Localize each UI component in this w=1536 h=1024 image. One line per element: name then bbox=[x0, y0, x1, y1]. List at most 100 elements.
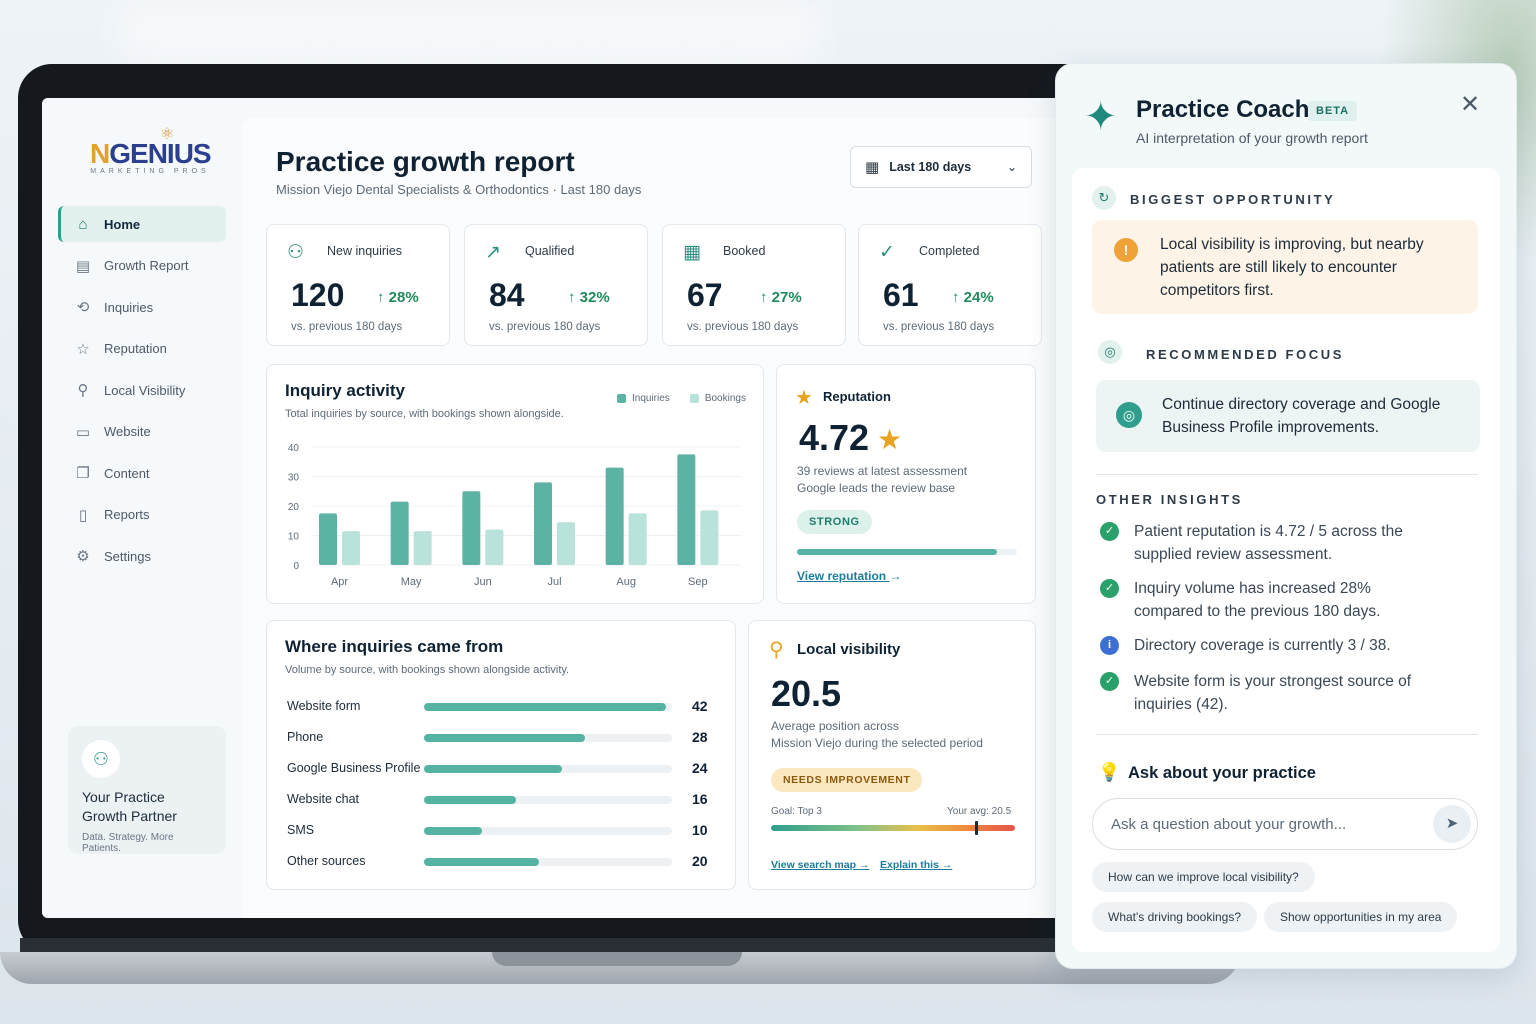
content-icon: ❐ bbox=[76, 465, 90, 482]
source-row[interactable]: Website form 42 bbox=[287, 697, 717, 717]
source-label: Other sources bbox=[287, 854, 366, 868]
bar-bookings-sep[interactable] bbox=[700, 510, 719, 565]
source-value: 24 bbox=[692, 760, 708, 776]
y-tick-label: 0 bbox=[293, 561, 299, 572]
date-range-select[interactable]: ▦ Last 180 days ⌄ bbox=[850, 146, 1032, 188]
sidebar-item-local-visibility[interactable]: ⚲ Local Visibility bbox=[58, 372, 226, 408]
view-search-map-link[interactable]: View search map → bbox=[771, 859, 870, 871]
reputation-card: ★ Reputation 4.72 ★ 39 reviews at latest… bbox=[776, 364, 1036, 604]
source-value: 20 bbox=[692, 853, 708, 869]
partner-card: ⚇ Your Practice Growth Partner Data. Str… bbox=[68, 726, 226, 854]
inquiry-bar-chart: 0 10 20 30 40 Apr May Jun Jul Aug Sep bbox=[288, 443, 741, 588]
ask-question-input[interactable] bbox=[1111, 813, 1411, 835]
kpi-card-qualified[interactable]: ↗ Qualified 84 ↑ 32% vs. previous 180 days bbox=[464, 224, 648, 346]
target-icon: ◎ bbox=[1098, 340, 1122, 364]
source-bar-track bbox=[424, 734, 672, 742]
source-label: Phone bbox=[287, 730, 324, 744]
bar-bookings-jun[interactable] bbox=[485, 529, 504, 565]
source-label: SMS bbox=[287, 823, 315, 837]
bar-inquiries-jul[interactable] bbox=[534, 482, 552, 565]
sidebar-item-home[interactable]: ⌂ Home bbox=[58, 206, 226, 242]
x-tick-label: Apr bbox=[331, 576, 348, 588]
kpi-card-completed[interactable]: ✓ Completed 61 ↑ 24% vs. previous 180 days bbox=[858, 224, 1042, 346]
bar-bookings-may[interactable] bbox=[413, 531, 432, 565]
sidebar-item-reputation[interactable]: ☆ Reputation bbox=[58, 331, 226, 367]
growth-chart-icon: ▤ bbox=[75, 257, 91, 275]
source-bar-track bbox=[424, 858, 672, 866]
legend-bookings: Bookings bbox=[704, 393, 746, 404]
kpi-comparison: vs. previous 180 days bbox=[687, 321, 799, 333]
bar-inquiries-apr[interactable] bbox=[319, 513, 337, 565]
kpi-comparison: vs. previous 180 days bbox=[883, 321, 995, 333]
source-label: Website chat bbox=[287, 792, 360, 806]
source-bar-fill bbox=[424, 734, 586, 742]
y-tick-label: 20 bbox=[288, 502, 300, 513]
send-icon[interactable]: ➤ bbox=[1433, 805, 1471, 843]
source-bar-fill bbox=[424, 858, 540, 866]
location-pin-icon: ⚲ bbox=[769, 639, 784, 661]
sidebar-item-growth-report[interactable]: ▤ Growth Report bbox=[58, 248, 226, 284]
source-row[interactable]: Website chat 16 bbox=[287, 790, 717, 810]
beta-badge: BETA bbox=[1308, 101, 1358, 121]
close-icon[interactable]: ✕ bbox=[1460, 91, 1481, 118]
sources-card: Where inquiries came from Volume by sour… bbox=[266, 620, 736, 890]
recommended-focus-text: Continue directory coverage and Google B… bbox=[1162, 396, 1441, 436]
sidebar-item-reports[interactable]: ▯ Reports bbox=[58, 497, 226, 533]
source-row[interactable]: SMS 10 bbox=[287, 821, 717, 841]
suggestion-chip[interactable]: What's driving bookings? bbox=[1092, 902, 1258, 932]
sidebar-item-website[interactable]: ▭ Website bbox=[58, 414, 226, 450]
average-label: Your avg: 20.5 bbox=[947, 806, 1012, 817]
users-icon: ⚇ bbox=[287, 242, 305, 263]
chart-legend: Inquiries Bookings bbox=[617, 393, 746, 404]
bar-bookings-jul[interactable] bbox=[557, 522, 575, 565]
y-tick-label: 10 bbox=[288, 532, 300, 543]
divider bbox=[1096, 734, 1478, 735]
laptop-screen: ⚛ NGENIUS MARKETING PROS ⌂ Home ▤ Growth Re… bbox=[42, 98, 1222, 918]
kpi-card-new-inquiries[interactable]: ⚇ New inquiries 120 ↑ 28% vs. previous 180 d… bbox=[266, 224, 450, 346]
sidebar-item-settings[interactable]: ⚙ Settings bbox=[58, 538, 226, 574]
source-bar-track bbox=[424, 765, 672, 773]
visibility-gradient-bar bbox=[771, 825, 1015, 831]
source-label: Website form bbox=[287, 699, 361, 713]
biggest-opportunity-heading: BIGGEST OPPORTUNITY bbox=[1130, 192, 1336, 207]
star-icon: ★ bbox=[795, 387, 813, 409]
main-content: Practice growth report Mission Viejo Den… bbox=[242, 118, 1062, 918]
biggest-opportunity-box: ! Local visibility is improving, but nea… bbox=[1092, 220, 1478, 314]
kpi-comparison: vs. previous 180 days bbox=[291, 321, 403, 333]
kpi-value: 61 bbox=[883, 277, 919, 313]
suggestion-chip[interactable]: How can we improve local visibility? bbox=[1092, 862, 1315, 892]
practice-coach-panel: ✦ Practice Coach BETA AI interpretation … bbox=[1055, 63, 1517, 969]
bar-inquiries-may[interactable] bbox=[390, 501, 409, 565]
recommended-focus-heading: RECOMMENDED FOCUS bbox=[1146, 347, 1345, 362]
bar-bookings-apr[interactable] bbox=[342, 531, 360, 565]
arrow-up-icon: ↑ bbox=[760, 289, 768, 306]
x-tick-label: Jun bbox=[474, 576, 492, 588]
sources-title: Where inquiries came from bbox=[285, 637, 504, 656]
calendar-icon: ▦ bbox=[865, 159, 880, 176]
kpi-card-booked[interactable]: ▦ Booked 67 ↑ 27% vs. previous 180 days bbox=[662, 224, 846, 346]
page-subtitle: Mission Viejo Dental Specialists & Ortho… bbox=[276, 182, 642, 197]
suggestion-chip[interactable]: Show opportunities in my area bbox=[1264, 902, 1458, 932]
kpi-label: New inquiries bbox=[327, 244, 403, 258]
insight-text: Patient reputation is 4.72 / 5 across th… bbox=[1134, 523, 1403, 563]
bar-inquiries-sep[interactable] bbox=[677, 454, 696, 565]
bar-inquiries-jun[interactable] bbox=[462, 491, 481, 565]
sidebar-item-inquiries[interactable]: ⟲ Inquiries bbox=[58, 289, 226, 325]
star-icon: ☆ bbox=[76, 340, 90, 358]
sidebar-item-label: Home bbox=[104, 216, 141, 232]
source-row[interactable]: Phone 28 bbox=[287, 728, 717, 748]
ask-input-box: ➤ bbox=[1092, 798, 1478, 850]
inquiry-activity-subtitle: Total inquiries by source, with bookings… bbox=[285, 408, 564, 420]
view-reputation-link[interactable]: View reputation → bbox=[797, 569, 902, 583]
bar-bookings-aug[interactable] bbox=[628, 513, 647, 565]
report-file-icon: ▯ bbox=[78, 506, 88, 524]
sidebar-item-content[interactable]: ❐ Content bbox=[58, 455, 226, 491]
bar-inquiries-aug[interactable] bbox=[605, 467, 624, 565]
arrow-up-icon: ↑ bbox=[952, 289, 960, 306]
source-row[interactable]: Google Business Profile 24 bbox=[287, 759, 717, 779]
atom-icon: ⚛ bbox=[160, 126, 175, 143]
source-value: 10 bbox=[692, 822, 708, 838]
explain-this-link[interactable]: Explain this → bbox=[880, 859, 953, 871]
ngenius-logo[interactable]: ⚛ NGENIUS MARKETING PROS bbox=[90, 126, 212, 175]
source-row[interactable]: Other sources 20 bbox=[287, 852, 717, 872]
